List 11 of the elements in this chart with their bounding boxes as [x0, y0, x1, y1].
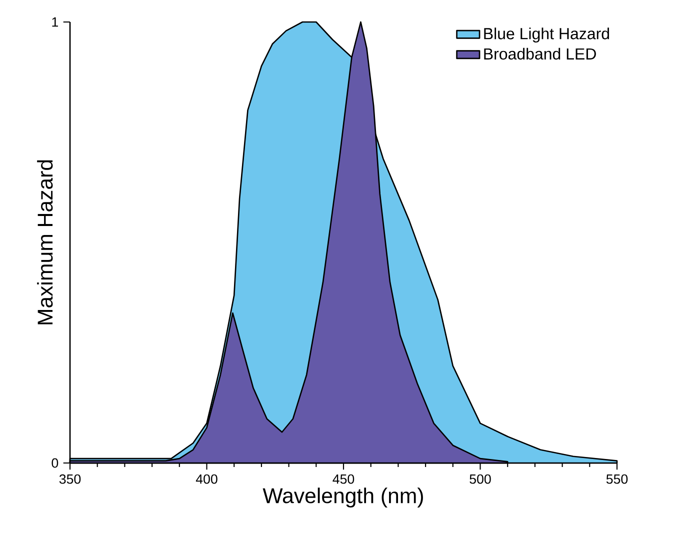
y-axis-title: Maximum Hazard [37, 160, 53, 324]
legend-label: Broadband LED [484, 48, 596, 60]
x-tick-label: 500 [470, 474, 491, 484]
legend-label: Blue Light Hazard [484, 28, 609, 43]
y-tick-label: 1 [52, 17, 58, 27]
x-tick-label: 550 [606, 474, 628, 484]
x-tick-label: 400 [196, 474, 218, 484]
x-tick-label: 350 [59, 474, 81, 484]
x-tick-label: 450 [332, 474, 354, 484]
x-axis-title: Wavelength (nm) [262, 488, 423, 508]
y-tick-label: 0 [52, 458, 58, 468]
